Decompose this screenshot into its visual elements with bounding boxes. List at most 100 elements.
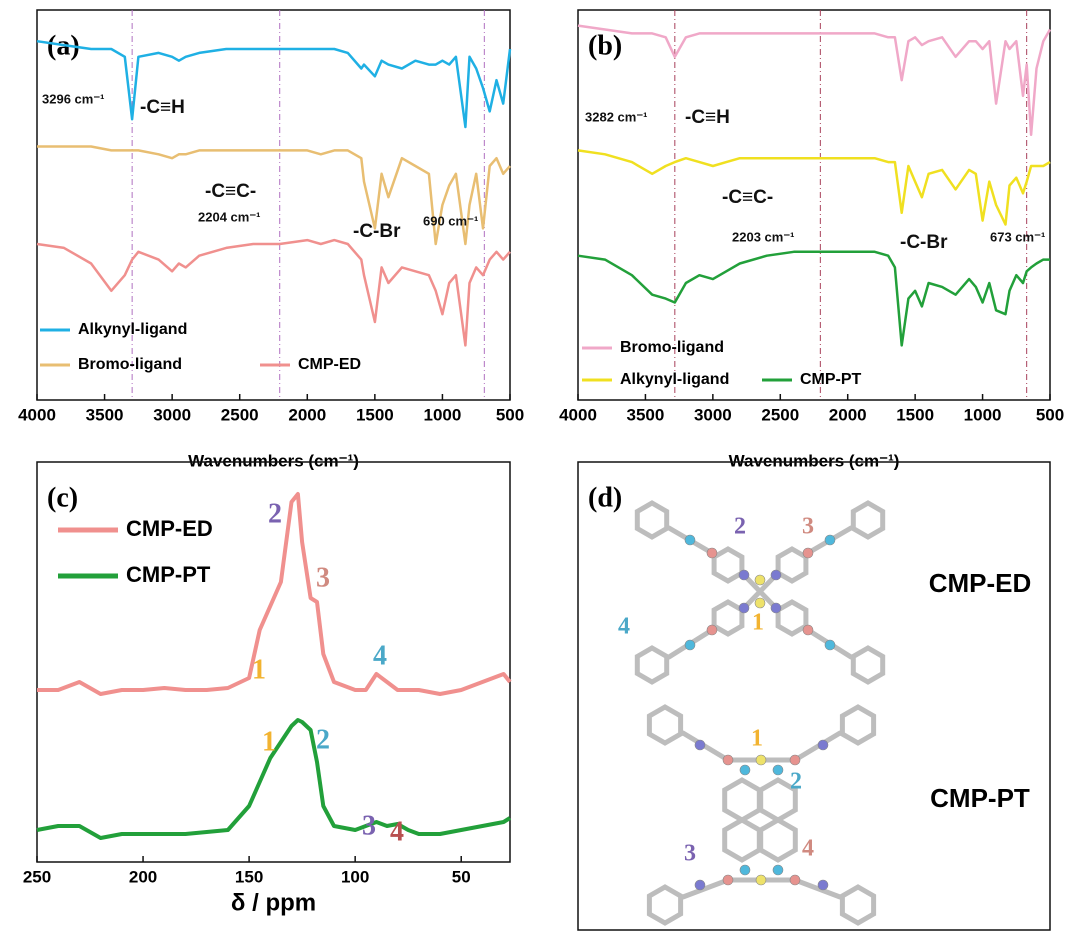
atom	[707, 548, 717, 558]
bond	[795, 880, 840, 897]
atom	[818, 880, 828, 890]
annotation: 3282 cm⁻¹	[585, 109, 648, 124]
atom	[803, 548, 813, 558]
site-label: 3	[684, 841, 696, 867]
x-tick-label: 3000	[153, 405, 191, 424]
spectrum-line	[578, 26, 1050, 135]
atom	[773, 765, 783, 775]
x-tick-label: 500	[496, 405, 524, 424]
atom	[803, 625, 813, 635]
annotation: 1	[262, 726, 276, 757]
annotation: -C≡C-	[205, 181, 256, 202]
x-tick-label: 4000	[559, 405, 597, 424]
ring	[853, 503, 882, 537]
ring	[853, 648, 882, 682]
x-axis-label: Wavenumbers (cm⁻¹)	[729, 451, 900, 470]
atom	[723, 755, 733, 765]
annotation: 4	[390, 816, 404, 847]
panel-label: (c)	[47, 482, 78, 513]
atom	[755, 575, 765, 585]
legend-label: CMP-ED	[126, 516, 213, 541]
annotation: 3296 cm⁻¹	[42, 91, 105, 106]
atom	[756, 875, 766, 885]
legend-label: Bromo-ligand	[620, 339, 724, 356]
atom	[685, 640, 695, 650]
x-tick-label: 2500	[761, 405, 799, 424]
plot-frame	[37, 10, 510, 400]
annotation: 690 cm⁻¹	[423, 213, 478, 228]
atom	[695, 880, 705, 890]
ring	[842, 887, 873, 923]
x-tick-label: 3500	[627, 405, 665, 424]
ring	[637, 503, 666, 537]
ring	[649, 887, 680, 923]
atom	[790, 755, 800, 765]
structure-name: CMP-PT	[930, 783, 1030, 813]
annotation: 2	[316, 724, 330, 755]
bond	[795, 733, 840, 760]
annotation: 673 cm⁻¹	[990, 229, 1045, 244]
atom	[740, 765, 750, 775]
atom	[825, 640, 835, 650]
annotation: -C≡H	[685, 107, 730, 128]
atom	[818, 740, 828, 750]
legend-label: CMP-ED	[298, 356, 361, 373]
atom	[707, 625, 717, 635]
atom	[739, 570, 749, 580]
atom	[771, 570, 781, 580]
legend-label: Alkynyl-ligand	[78, 321, 187, 338]
spectrum-line	[37, 147, 510, 245]
figure: 4000350030002500200015001000500Wavenumbe…	[0, 0, 1069, 940]
legend-label: Alkynyl-ligand	[620, 371, 729, 388]
x-tick-label: 1000	[964, 405, 1002, 424]
x-tick-label: 3500	[86, 405, 124, 424]
legend-label: CMP-PT	[800, 371, 862, 388]
annotation: 2	[268, 498, 282, 529]
spectrum-line	[37, 41, 510, 127]
x-tick-label: 150	[235, 867, 263, 886]
x-tick-label: 500	[1036, 405, 1064, 424]
site-label: 2	[734, 514, 746, 540]
ring	[761, 820, 796, 860]
x-tick-label: 2000	[829, 405, 867, 424]
x-tick-label: 2000	[288, 405, 326, 424]
atom	[773, 865, 783, 875]
site-label: 1	[751, 726, 763, 752]
annotation: 3	[362, 810, 376, 841]
panel-label: (b)	[588, 30, 622, 61]
atom	[739, 603, 749, 613]
x-axis-label: Wavenumbers (cm⁻¹)	[188, 451, 359, 470]
atom	[771, 603, 781, 613]
x-tick-label: 200	[129, 867, 157, 886]
panel-label: (d)	[588, 482, 622, 513]
structure-name: CMP-ED	[929, 568, 1032, 598]
x-axis-label: δ / ppm	[231, 889, 316, 916]
legend-label: CMP-PT	[126, 562, 211, 587]
annotation: -C≡H	[140, 97, 185, 118]
ring	[842, 707, 873, 743]
site-label: 4	[618, 614, 630, 640]
spectrum-line	[578, 252, 1050, 346]
ring	[778, 602, 806, 634]
x-tick-label: 1000	[424, 405, 462, 424]
atom	[790, 875, 800, 885]
atom	[685, 535, 695, 545]
spectrum-line	[578, 150, 1050, 224]
ring	[778, 549, 806, 581]
atom	[723, 875, 733, 885]
x-tick-label: 1500	[356, 405, 394, 424]
atom	[740, 865, 750, 875]
ring	[714, 549, 742, 581]
site-label: 1	[752, 610, 764, 636]
x-tick-label: 50	[452, 867, 471, 886]
legend-label: Bromo-ligand	[78, 356, 182, 373]
atom	[695, 740, 705, 750]
annotation: 3	[316, 562, 330, 593]
annotation: 1	[252, 654, 266, 685]
site-label: 4	[802, 836, 814, 862]
site-label: 3	[802, 514, 814, 540]
annotation: -C-Br	[900, 232, 948, 253]
diagram-frame	[578, 462, 1050, 930]
atom	[825, 535, 835, 545]
ring	[725, 820, 760, 860]
